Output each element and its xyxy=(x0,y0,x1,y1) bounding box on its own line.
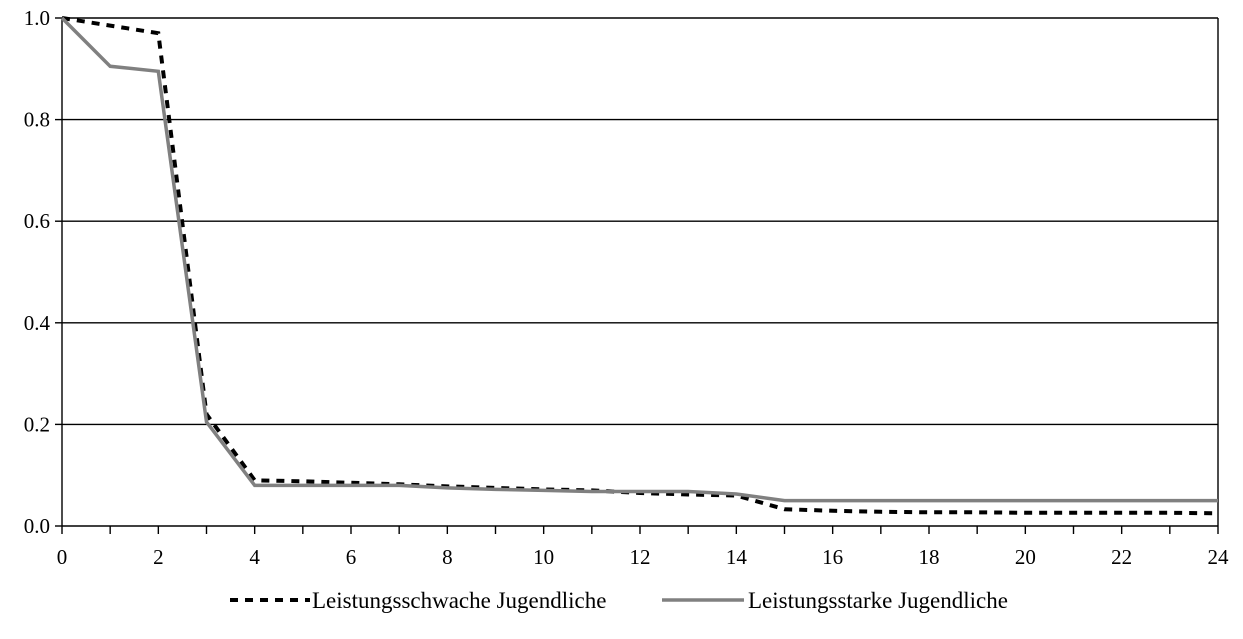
x-tick-label: 2 xyxy=(153,545,164,569)
x-tick-label: 4 xyxy=(249,545,260,569)
x-tick-label: 24 xyxy=(1208,545,1230,569)
series-line-1 xyxy=(61,16,1219,516)
y-tick-label: 0.4 xyxy=(24,311,51,335)
x-tick-label: 12 xyxy=(630,545,651,569)
x-tick-label: 18 xyxy=(919,545,940,569)
legend-label: Leistungsschwache Jugendliche xyxy=(312,588,606,613)
legend: Leistungsschwache Jugendliche Leistungsst… xyxy=(230,588,1008,613)
x-tick-label: 8 xyxy=(442,545,453,569)
series-lines xyxy=(60,16,1219,516)
y-tick-label: 0.8 xyxy=(24,108,50,132)
y-tick-label: 0.0 xyxy=(24,514,50,538)
x-tick-label: 20 xyxy=(1015,545,1036,569)
gridlines xyxy=(62,17,1218,426)
y-tick-label: 0.2 xyxy=(24,412,50,436)
series-line-2 xyxy=(60,16,1218,503)
y-tick-label: 0.6 xyxy=(24,209,50,233)
x-tick-label: 16 xyxy=(822,545,843,569)
x-tick-label: 0 xyxy=(57,545,68,569)
axes: 0.00.20.40.60.81.00 2 4 6 8 10 12 14 16 18 20 22 24 xyxy=(24,6,1229,569)
y-tick-label: 1.0 xyxy=(24,6,50,30)
x-tick-label: 14 xyxy=(726,545,748,569)
legend-label: Leistungsstarke Jugendliche xyxy=(748,588,1008,613)
x-tick-label: 22 xyxy=(1111,545,1132,569)
x-tick-label: 10 xyxy=(533,545,554,569)
x-tick-label: 6 xyxy=(346,545,357,569)
